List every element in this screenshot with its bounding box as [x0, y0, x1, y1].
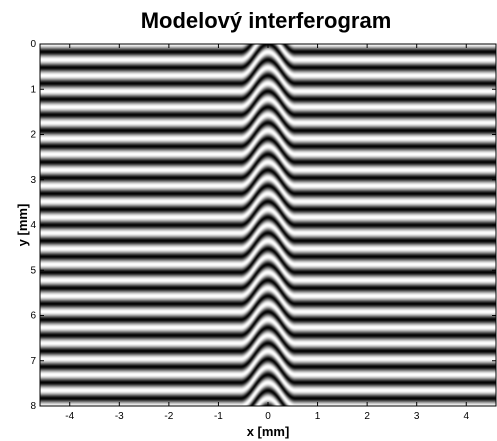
x-tick-label: 1 [315, 411, 321, 422]
x-tick-label: 3 [414, 411, 420, 422]
x-tick-label: 2 [364, 411, 370, 422]
x-tick-label: -1 [214, 411, 223, 422]
y-tick-label: 3 [30, 175, 36, 186]
y-tick-label: 7 [30, 356, 36, 367]
x-tick-label: -2 [164, 411, 173, 422]
y-tick-labels: 0 1 2 3 4 5 6 7 8 [30, 39, 36, 412]
y-tick-label: 8 [30, 401, 36, 412]
y-axis-label: y [mm] [15, 204, 30, 247]
x-axis-ticks [69, 44, 467, 406]
y-tick-label: 5 [30, 265, 36, 276]
y-tick-label: 2 [30, 130, 36, 141]
y-tick-label: 0 [30, 39, 36, 50]
plot-frame [39, 43, 497, 407]
y-tick-label: 1 [30, 84, 36, 95]
x-tick-label: 4 [463, 411, 469, 422]
y-tick-label: 4 [30, 220, 36, 231]
x-axis-label: x [mm] [247, 424, 290, 439]
plot-area [39, 43, 497, 407]
x-tick-label: -3 [115, 411, 124, 422]
x-tick-label: 0 [265, 411, 271, 422]
chart-title: Modelový interferogram [141, 8, 392, 33]
y-tick-label: 6 [30, 311, 36, 322]
x-tick-label: -4 [65, 411, 74, 422]
x-tick-labels: -4 -3 -2 -1 0 1 2 3 4 [65, 411, 469, 422]
interferogram-image [40, 44, 496, 406]
